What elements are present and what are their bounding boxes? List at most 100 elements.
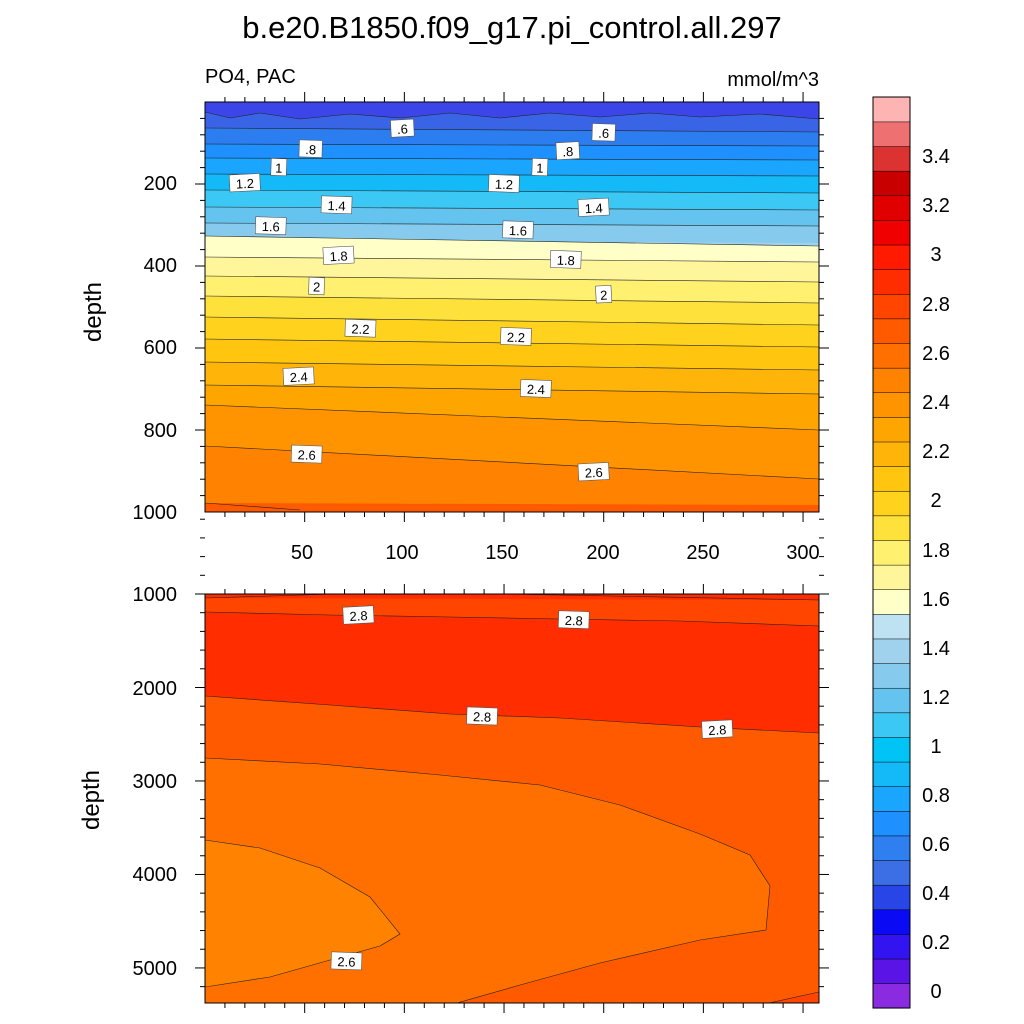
y-tick-label: 4000 — [133, 864, 178, 886]
y-tick-label: 1000 — [133, 502, 178, 524]
contour-label-text: 2.4 — [527, 382, 546, 398]
contour-label: 2.4 — [282, 366, 315, 386]
contour-label-text: 1.6 — [261, 219, 280, 235]
y-tick-label: 800 — [144, 420, 177, 442]
colorbar-boxes — [872, 96, 911, 1009]
colorbar-box — [872, 909, 911, 935]
contour-label: 1 — [531, 158, 549, 177]
contour-label-text: 2.2 — [351, 321, 370, 337]
contour-label-text: 2.8 — [349, 608, 368, 624]
contour-label: 2 — [308, 276, 325, 296]
contour-label-text: 1.2 — [236, 176, 255, 192]
colorbar-box — [872, 983, 911, 1009]
contour-label: 1.4 — [320, 195, 353, 215]
contour-label-text: 1 — [536, 160, 544, 175]
contour-label-text: 2.8 — [473, 709, 492, 725]
colorbar-label: 0.2 — [922, 932, 950, 954]
contour-label: .8 — [298, 139, 323, 158]
colorbar-box — [872, 810, 911, 837]
contour-label-text: 2.6 — [584, 465, 603, 481]
contour-label-text: 1.2 — [495, 177, 514, 193]
colorbar-label: 1.2 — [922, 687, 950, 709]
colorbar-box — [872, 441, 911, 467]
colorbar-label: 0 — [930, 981, 941, 1003]
contour-label: 2.4 — [520, 379, 552, 398]
units-string: mmol/m^3 — [727, 69, 819, 91]
contour-label-text: 2.6 — [337, 954, 356, 970]
y-tick-label: 1000 — [133, 584, 178, 606]
contour-label-text: 2 — [600, 288, 608, 303]
lower-axis-ticks — [195, 518, 829, 1013]
colorbar-box — [872, 786, 911, 812]
colorbar-box — [872, 367, 911, 394]
x-tick-label: 300 — [786, 542, 819, 564]
x-tick-label: 50 — [291, 542, 313, 564]
x-tick-label: 150 — [485, 542, 518, 564]
lower-y-axis-label: depth — [78, 770, 105, 830]
y-tick-label: 400 — [144, 255, 177, 277]
contour-label: .8 — [555, 141, 581, 161]
colorbar-box — [872, 835, 911, 861]
contour-label: 1.6 — [254, 216, 287, 236]
lower-panel: 2.8 2.8 2.8 2.8 2.6 1000 2000 3000 4000 5000… — [78, 518, 829, 1013]
colorbar-box — [872, 736, 911, 763]
contour-label: 2.6 — [577, 462, 610, 482]
colorbar-labels: 0 0.2 0.4 0.6 0.8 1 1.2 1.4 1.6 1.8 2 2.2 2.4 2.6 2.8 3… — [922, 146, 950, 1003]
contour-label: 2.8 — [557, 610, 590, 630]
colorbar-label: 1.4 — [922, 638, 950, 660]
colorbar-box — [872, 564, 911, 590]
colorbar-box — [872, 269, 911, 295]
colorbar-label: 0.6 — [922, 834, 950, 856]
upper-y-tick-labels: 200 400 600 800 1000 — [133, 173, 178, 524]
contour-label-text: 2.8 — [564, 613, 583, 629]
colorbar-label: 1.8 — [922, 540, 950, 562]
y-tick-label: 3000 — [133, 771, 178, 793]
colorbar-box — [872, 195, 911, 221]
colorbar-box — [872, 515, 911, 541]
colorbar-box — [872, 860, 911, 886]
contour-label: 1.8 — [322, 245, 355, 265]
colorbar-label: 2 — [930, 490, 941, 512]
contour-label: 1.2 — [228, 173, 261, 193]
colorbar-box — [872, 293, 911, 320]
lower-contour-labels: 2.8 2.8 2.8 2.8 2.6 — [330, 605, 734, 971]
colorbar-box — [872, 539, 911, 566]
contour-label-text: 1.4 — [584, 200, 603, 216]
y-tick-label: 5000 — [133, 958, 178, 980]
colorbar-box — [872, 466, 911, 492]
contour-label: 1.6 — [502, 220, 534, 240]
colorbar-box — [872, 121, 911, 147]
contour-label: 2.2 — [500, 327, 532, 346]
contour-label-text: 1 — [275, 160, 283, 175]
contour-label: 1.8 — [549, 250, 582, 269]
upper-plot-frame — [204, 101, 820, 513]
contour-label-text: 1.6 — [509, 223, 528, 239]
contour-label: 1 — [270, 158, 288, 177]
y-tick-label: 2000 — [133, 678, 178, 700]
contour-label-text: 1.4 — [327, 198, 346, 214]
upper-panel: .6 .6 .8 .8 1 1 1.2 1.2 1.4 1.4 1.6 1.6 1.8 1.8 2 2 2.2 2… — [80, 92, 829, 564]
chart-title: b.e20.B1850.f09_g17.pi_control.all.297 — [242, 10, 782, 45]
colorbar-box — [872, 490, 911, 517]
contour-label-text: 2 — [313, 279, 321, 294]
colorbar-label: 3 — [930, 244, 941, 266]
contour-label: 2.6 — [290, 444, 323, 464]
colorbar-box — [872, 244, 911, 270]
contour-label: 2.2 — [344, 318, 377, 338]
colorbar-label: 2.4 — [922, 392, 950, 414]
upper-contour-labels: .6 .6 .8 .8 1 1 1.2 1.2 1.4 1.4 1.6 1.6 1.8 1.8 2 2 2.2 2… — [228, 118, 616, 482]
upper-x-tick-labels: 50 100 150 200 250 300 — [291, 542, 820, 564]
colorbar-label: 3.4 — [922, 146, 950, 168]
colorbar-label: 1 — [930, 736, 941, 758]
contour-label: 1.4 — [577, 197, 610, 217]
colorbar-box — [872, 638, 911, 664]
contour-label-text: .6 — [397, 121, 409, 137]
colorbar-box — [872, 96, 911, 123]
colorbar-box — [872, 884, 911, 911]
upper-fill — [205, 102, 819, 512]
contour-label-text: 2.8 — [708, 722, 727, 738]
colorbar-label: 1.6 — [922, 589, 950, 611]
colorbar-box — [872, 219, 911, 246]
x-tick-label: 100 — [385, 542, 418, 564]
contour-label: 2.8 — [466, 706, 498, 726]
